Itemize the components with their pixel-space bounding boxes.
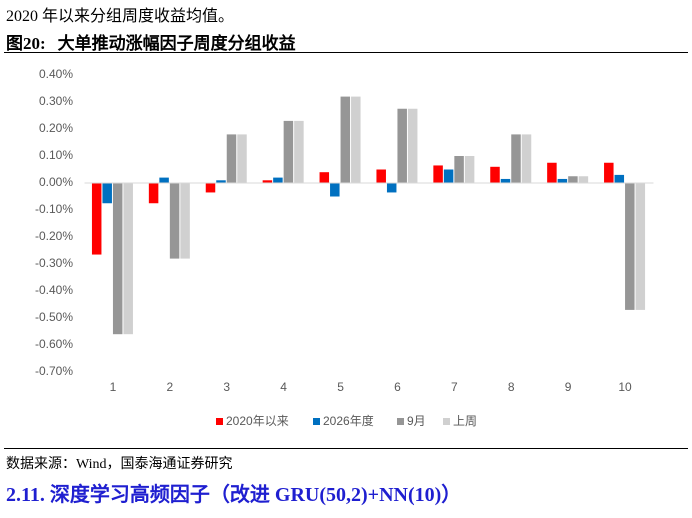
bar [102, 183, 112, 204]
y-tick-label: 0.30% [39, 94, 73, 108]
bar [91, 183, 102, 255]
bar [262, 180, 273, 183]
y-tick-label: -0.60% [35, 337, 73, 351]
legend-swatch [443, 418, 450, 425]
y-tick-label: -0.30% [35, 256, 73, 270]
x-tick-label: 8 [508, 380, 515, 394]
section-title: 2.11. 深度学习高频因子（改进 GRU(50,2)+NN(10)） [6, 478, 461, 507]
bar [283, 120, 294, 183]
bar [568, 176, 578, 183]
bar [635, 183, 646, 310]
figure-name: 大单推动涨幅因子周度分组收益 [57, 34, 296, 53]
bar [557, 178, 568, 183]
bar [521, 134, 532, 183]
x-tick-label: 6 [394, 380, 401, 394]
rule [4, 52, 688, 53]
y-tick-label: -0.70% [35, 364, 73, 378]
x-tick-label: 2 [167, 380, 174, 394]
legend-label: 9月 [407, 414, 426, 428]
bar [386, 183, 397, 193]
y-tick-label: 0.00% [39, 175, 73, 189]
bar [443, 169, 454, 183]
bar [319, 172, 330, 183]
bar [237, 134, 247, 183]
bar [625, 183, 635, 310]
bar [294, 120, 304, 183]
bar [578, 176, 589, 183]
bar [216, 180, 226, 183]
legend-label: 2026年度 [323, 413, 374, 428]
bar [547, 162, 557, 183]
legend-label: 上周 [453, 414, 477, 428]
bar [159, 177, 169, 183]
header-text: 2020 年以来分组周度收益均值。 [6, 8, 235, 25]
bar [511, 134, 521, 183]
bar [148, 183, 159, 204]
x-tick-label: 3 [223, 380, 230, 394]
bar [169, 183, 180, 259]
bar [376, 169, 386, 183]
x-tick-label: 4 [280, 380, 287, 394]
legend-swatch [216, 418, 223, 425]
y-tick-label: 0.40% [39, 67, 73, 81]
legend-swatch [313, 418, 320, 425]
bar [407, 108, 418, 183]
section-number: 2.11. [6, 484, 45, 506]
x-tick-label: 5 [337, 380, 344, 394]
legend-label: 2020年以来 [226, 414, 289, 428]
bar [180, 183, 190, 259]
bar [397, 108, 407, 183]
y-tick-label: 0.20% [39, 121, 73, 135]
bar [454, 156, 464, 183]
bar [273, 177, 283, 183]
y-tick-label: -0.50% [35, 310, 73, 324]
bar [351, 96, 361, 183]
chart: 0.40% 0.30% 0.20% 0.10% 0.00% -0.10% -0.20% -0.… [35, 67, 654, 428]
bar [330, 183, 340, 197]
bar [205, 183, 216, 193]
bar [490, 166, 500, 183]
x-tick-label: 9 [565, 380, 572, 394]
source: 数据来源：Wind，国泰海通证券研究 [6, 457, 233, 472]
legend-swatch [397, 418, 404, 425]
y-tick-label: 0.10% [39, 148, 73, 162]
section-name: 深度学习高频因子（改进 GRU(50,2)+NN(10)） [49, 484, 462, 506]
y-tick-label: -0.20% [35, 229, 73, 243]
bar [433, 165, 443, 183]
bar [604, 162, 614, 183]
figure-label: 图20: [6, 34, 46, 53]
bar [112, 183, 123, 335]
x-tick-label: 1 [110, 380, 117, 394]
bar [464, 156, 475, 183]
rule [4, 448, 688, 449]
y-tick-label: -0.40% [35, 283, 73, 297]
figure-title: 图20: 大单推动涨幅因子周度分组收益 [6, 29, 296, 54]
x-tick-label: 7 [451, 380, 458, 394]
bar [123, 183, 133, 335]
bar [226, 134, 237, 183]
bar [614, 174, 625, 183]
x-tick-label: 10 [618, 380, 632, 394]
bar [500, 178, 511, 183]
bar [340, 96, 351, 183]
y-tick-label: -0.10% [35, 202, 73, 216]
